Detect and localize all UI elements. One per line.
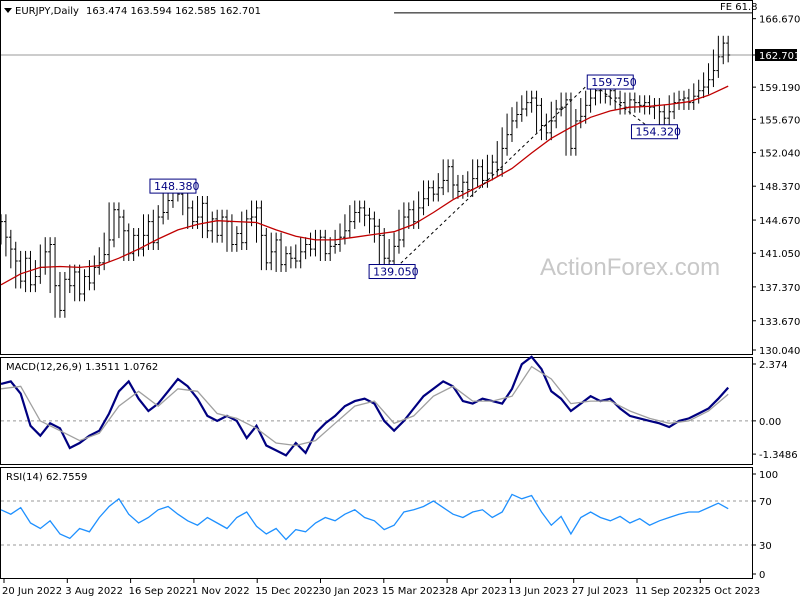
x-tick-label: 28 Apr 2023 [445,586,507,597]
swing-label-box [586,74,634,90]
last-price-box [755,49,797,62]
swing-label: 159.750 [591,76,637,89]
y-tick-label: 152.040 [759,149,800,160]
trend-line [391,81,591,272]
x-tick-label: 13 Jun 2023 [508,586,568,597]
swing-label: 154.320 [635,126,681,139]
watermark: ActionForex.com [540,254,720,281]
rsi-line [0,493,729,541]
y-tick-label: 155.670 [759,115,800,126]
last-price-label: 162.701 [759,51,800,62]
x-tick-label: 15 Dec 2022 [255,586,319,597]
macd-layer: 2.374 0.00 -1.3486 [0,355,798,461]
swing-label-box [630,124,678,140]
x-tick-label: 25 Oct 2023 [698,586,760,597]
y-tick-label: 0.00 [759,417,781,428]
y-tick-label: 133.670 [759,317,800,328]
swing-label: 148.380 [154,180,200,193]
signal-line [0,365,729,447]
swing-label: 139.050 [373,266,419,279]
x-tick-label: 30 Jan 2023 [319,586,379,597]
rsi-layer: 100 70 30 0 [0,470,778,581]
macd-title: MACD(12,26,9) 1.3511 1.0762 [6,362,158,373]
y-tick-label: 130.040 [759,346,800,357]
x-axis: 20 Jun 2022 3 Aug 2022 16 Sep 2022 1 Nov 20… [2,578,760,597]
price-layer: 166.670 162.701 159.190 155.670 152.040 148.3… [0,2,800,357]
ohlc-readout: 163.474 163.594 162.585 162.701 [86,6,261,17]
swing-label-box [149,178,197,194]
y-tick-label: 137.370 [759,283,800,294]
moving-average-line [0,85,729,286]
collapse-triangle-icon[interactable] [4,8,12,13]
macd-panel-frame [0,357,753,465]
y-tick-label: -1.3486 [759,450,798,461]
y-tick-label: 100 [759,470,778,481]
symbol-title: EURJPY,Daily [15,6,79,17]
rsi-title: RSI(14) 62.7559 [6,472,87,483]
y-tick-label: 0 [759,570,765,581]
x-tick-label: 16 Sep 2022 [129,586,192,597]
y-tick-label: 159.190 [759,83,800,94]
price-panel-frame [0,0,753,355]
y-tick-label: 166.670 [759,15,800,26]
trend-line [590,81,655,133]
y-tick-label: 141.050 [759,249,800,260]
rsi-panel-frame [0,467,753,579]
y-tick-label: 70 [759,497,772,508]
fe-label: FE 61.8 [720,2,758,13]
y-tick-label: 144.670 [759,216,800,227]
y-tick-label: 2.374 [759,360,788,371]
y-tick-label: 148.370 [759,182,800,193]
y-tick-label: 30 [759,541,772,552]
x-tick-label: 15 Mar 2023 [382,586,445,597]
swing-label-box [368,264,416,280]
x-tick-label: 3 Aug 2022 [65,586,123,597]
x-tick-label: 20 Jun 2022 [2,586,62,597]
macd-line [0,355,730,457]
x-tick-label: 1 Nov 2022 [192,586,250,597]
x-tick-label: 27 Jul 2023 [572,586,629,597]
x-tick-label: 11 Sep 2023 [635,586,698,597]
